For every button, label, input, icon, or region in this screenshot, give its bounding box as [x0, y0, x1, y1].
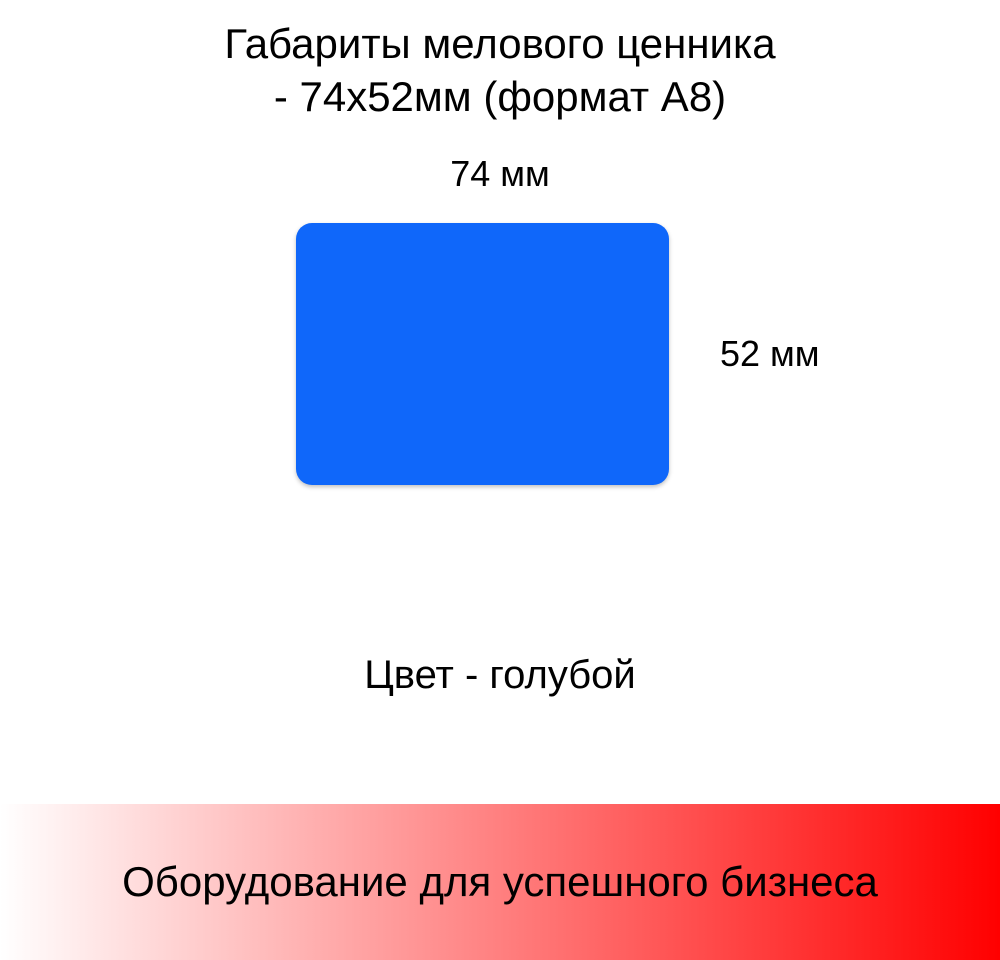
width-dimension-label: 74 мм [0, 153, 1000, 195]
footer-banner: Оборудование для успешного бизнеса [0, 804, 1000, 960]
diagram-area: 74 мм 52 мм [0, 153, 1000, 623]
title-block: Габариты мелового ценника - 74х52мм (фор… [0, 0, 1000, 123]
title-line-1: Габариты мелового ценника [0, 18, 1000, 71]
price-tag-card [296, 223, 669, 485]
height-dimension-label: 52 мм [720, 333, 820, 375]
footer-text: Оборудование для успешного бизнеса [122, 858, 878, 906]
color-description: Цвет - голубой [0, 653, 1000, 698]
title-line-2: - 74х52мм (формат А8) [0, 71, 1000, 124]
